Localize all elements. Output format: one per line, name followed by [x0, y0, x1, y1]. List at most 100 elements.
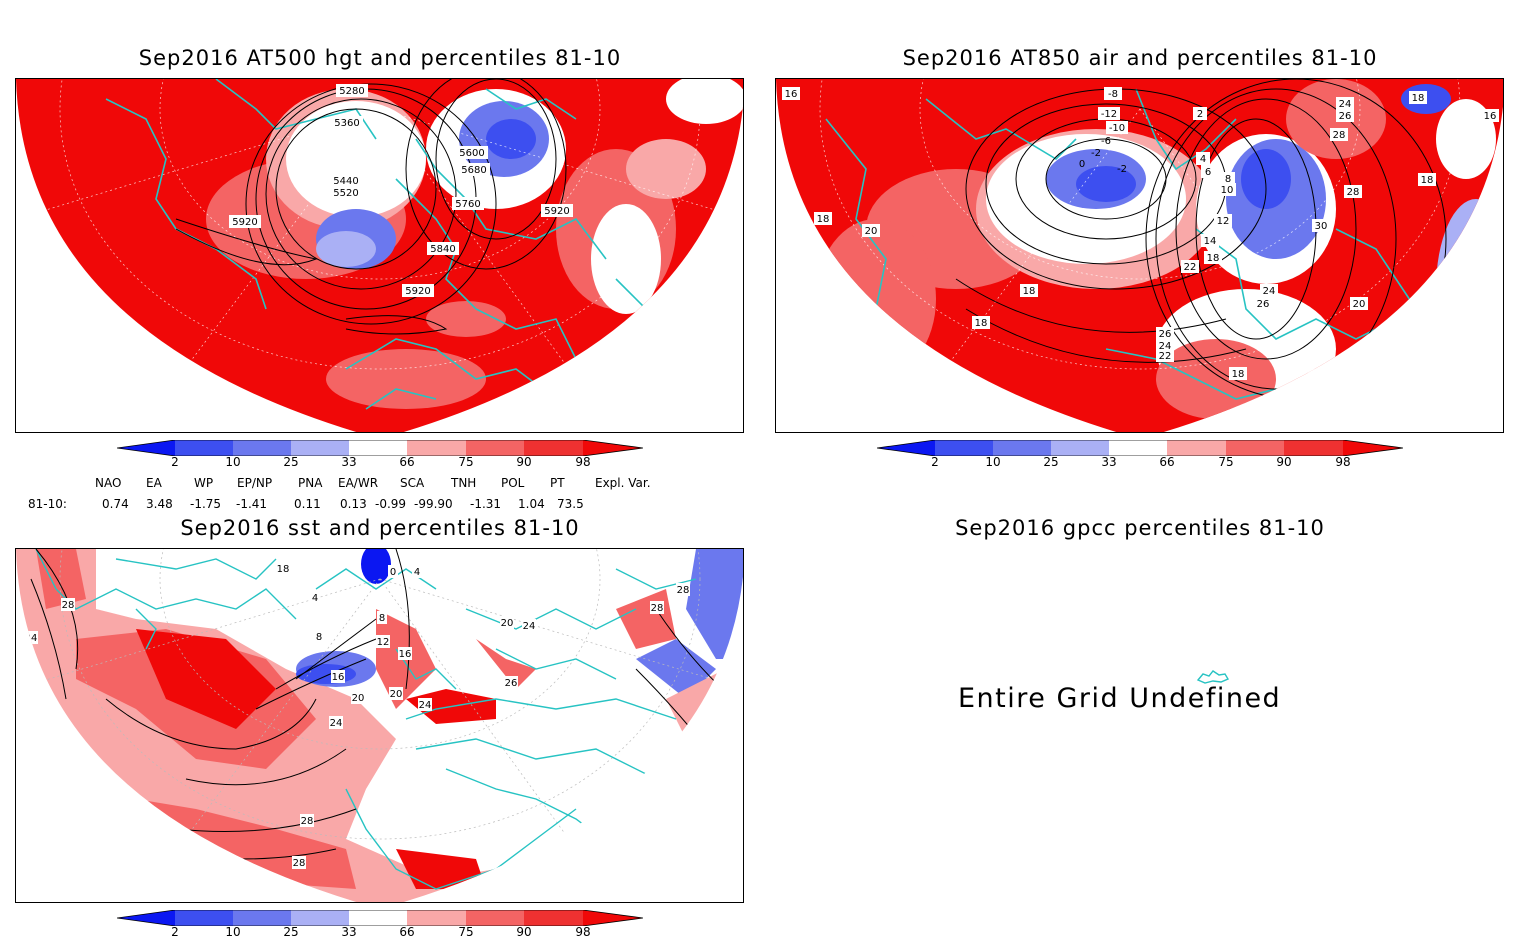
colorbar-swatch — [175, 440, 233, 456]
p2-contour-label: -8 — [1108, 89, 1118, 100]
p2-contour-label: 12 — [1217, 216, 1230, 227]
p2-contour-label: 22 — [1159, 351, 1172, 362]
p2-contour-label: -6 — [1101, 136, 1111, 147]
colorbar-swatch — [583, 440, 643, 456]
colorbar-swatch — [175, 910, 233, 926]
colorbar-label: 90 — [516, 455, 532, 469]
p2-contour-label: 24 — [1339, 99, 1352, 110]
colorbar-label: 98 — [1335, 455, 1351, 469]
p3-contour-label: 24 — [330, 718, 343, 729]
colorbar-label: 2 — [171, 925, 179, 939]
colorbar-swatch — [877, 440, 935, 456]
tele-header: Expl. Var. — [595, 476, 651, 490]
p1-contour-label: 5760 — [455, 199, 480, 210]
panel3-map: 28 24 18 4 8 12 16 20 24 28 28 8 0 4 16 … — [15, 548, 744, 903]
p1-contour-label: 5920 — [405, 286, 430, 297]
p3-contour-label: 28 — [293, 858, 306, 869]
colorbar-label: 10 — [225, 455, 241, 469]
panel1-map: 5280 5360 5440 5520 5600 5680 5760 5840 … — [15, 78, 744, 433]
p2-contour-label: 6 — [1205, 167, 1211, 178]
p3-contour-label: 24 — [25, 633, 38, 644]
tele-header: PNA — [298, 476, 323, 490]
p2-contour-label: 24 — [1263, 286, 1276, 297]
p2-contour-label: -2 — [1091, 148, 1101, 159]
island-outline-icon — [1196, 670, 1230, 684]
p2-contour-label: 10 — [1221, 185, 1234, 196]
p2-contour-label: 28 — [1347, 187, 1360, 198]
tele-value: 3.48 — [146, 497, 173, 511]
colorbar-label: 75 — [1218, 455, 1234, 469]
panel1-title: Sep2016 AT500 hgt and percentiles 81-10 — [138, 46, 622, 70]
colorbar-label: 10 — [985, 455, 1001, 469]
colorbar-label: 75 — [458, 455, 474, 469]
p3-contour-label: 8 — [316, 632, 322, 643]
colorbar-swatch — [935, 440, 993, 456]
p2-contour-label: 28 — [1333, 130, 1346, 141]
p1-contour-label: 5920 — [232, 217, 257, 228]
p2-contour-label: -2 — [1117, 164, 1127, 175]
p1-contour-label: 5520 — [333, 188, 358, 199]
colorbar-swatch — [1167, 440, 1226, 456]
tele-value: 0.13 — [340, 497, 367, 511]
panel3-title: Sep2016 sst and percentiles 81-10 — [180, 516, 580, 540]
p2-contour-label: 18 — [1232, 369, 1245, 380]
colorbar-swatch — [524, 440, 583, 456]
p3-contour-label: 18 — [277, 564, 290, 575]
colorbar-swatch — [407, 440, 466, 456]
colorbar-swatch — [993, 440, 1051, 456]
panel4-map-empty — [1195, 668, 1231, 690]
p2-contour-label: 18 — [975, 318, 988, 329]
colorbar-swatch — [524, 910, 583, 926]
colorbar-swatch — [233, 910, 291, 926]
p1-contour-label: 5840 — [430, 244, 455, 255]
p2-contour-label: 16 — [785, 89, 798, 100]
tele-header: SCA — [400, 476, 425, 490]
colorbar-swatch — [1284, 440, 1343, 456]
p3-contour-label: 4 — [312, 593, 318, 604]
p3-contour-label: 16 — [399, 649, 412, 660]
colorbar-swatch — [583, 910, 643, 926]
p2-contour-label: 26 — [1339, 111, 1352, 122]
colorbar-swatch — [291, 440, 349, 456]
colorbar-top-left: 2 10 25 33 66 75 90 98 — [116, 439, 644, 472]
p3-contour-label: 24 — [523, 621, 536, 632]
p3-contour-label: 28 — [301, 816, 314, 827]
p2-contour-label: 30 — [1315, 221, 1328, 232]
p2-contour-label: 20 — [1353, 299, 1366, 310]
p2-contour-label: 24 — [1159, 341, 1172, 352]
tele-header: TNH — [451, 476, 477, 490]
p1-contour-label: 5360 — [334, 118, 359, 129]
colorbar-label: 33 — [1101, 455, 1117, 469]
tele-value: -0.99 — [375, 497, 407, 511]
tele-value: -99.90 — [414, 497, 453, 511]
p2-contour-label: 20 — [865, 226, 878, 237]
p3-contour-label: 28 — [62, 600, 75, 611]
tele-value: 0.74 — [102, 497, 129, 511]
p2-contour-label: -12 — [1101, 109, 1117, 120]
p2-contour-label: 18 — [1421, 175, 1434, 186]
p2-contour-label: 22 — [1184, 262, 1197, 273]
p3-contour-label: 20 — [501, 618, 514, 629]
colorbar-swatch — [1226, 440, 1284, 456]
p2-contour-label: 14 — [1204, 236, 1217, 247]
colorbar-label: 25 — [283, 925, 299, 939]
colorbar-label: 66 — [1159, 455, 1175, 469]
tele-header: PT — [550, 476, 565, 490]
p3-contour-label: 20 — [390, 689, 403, 700]
tele-value: 1.04 — [518, 497, 545, 511]
colorbar-swatch — [1051, 440, 1109, 456]
panel2-map: 16 18 20 18 18 -8 -12 -10 -6 -2 2 0 -2 4… — [775, 78, 1504, 433]
colorbar-label: 25 — [283, 455, 299, 469]
p2-contour-label: 18 — [817, 214, 830, 225]
colorbar-label: 98 — [575, 455, 591, 469]
colorbar-top-right: 2 10 25 33 66 75 90 98 — [876, 439, 1404, 472]
p2-contour-label: 4 — [1200, 154, 1206, 165]
colorbar-swatch — [291, 910, 349, 926]
p1-contour-label: 5680 — [461, 165, 486, 176]
p3-contour-label: 0 — [390, 567, 396, 578]
colorbar-swatch — [466, 440, 524, 456]
tele-header: EP/NP — [237, 476, 273, 490]
colorbar-bottom-left: 2 10 25 33 66 75 90 98 — [116, 909, 644, 940]
colorbar-label: 25 — [1043, 455, 1059, 469]
p3-contour-label: 12 — [377, 637, 390, 648]
